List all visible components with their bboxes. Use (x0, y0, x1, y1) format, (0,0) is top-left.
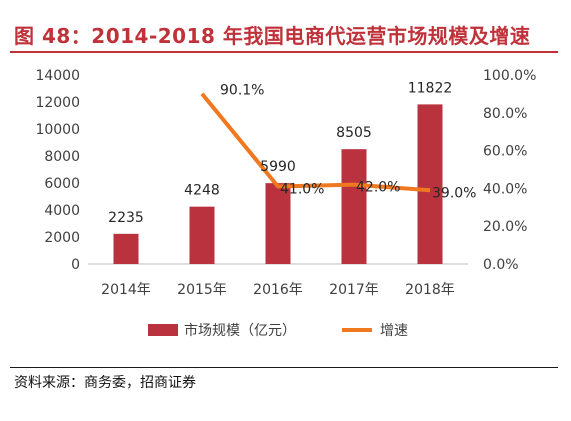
axes: 0 2000 4000 6000 8000 10000 12000 14000 0.0% 20.0… (35, 68, 536, 298)
bar (341, 149, 367, 264)
y-left-tick-label: 2000 (44, 230, 80, 246)
source-note: 资料来源：商务委，招商证券 (14, 375, 196, 391)
growth-line (200, 92, 431, 193)
y-right-tick-label: 80.0% (483, 106, 527, 122)
title-divider (10, 51, 558, 53)
growth-value-label: 39.0% (432, 185, 476, 201)
x-tick-label: 2015年 (177, 282, 227, 298)
x-tick-label: 2017年 (329, 282, 379, 298)
y-right-tick-label: 40.0% (483, 181, 527, 197)
y-right-tick-label: 60.0% (483, 144, 527, 160)
x-tick-label: 2014年 (101, 282, 151, 298)
y-left-tick-label: 12000 (35, 95, 80, 111)
y-left-tick-label: 8000 (44, 149, 80, 165)
bar-value-label: 5990 (260, 159, 296, 175)
y-left-tick-label: 4000 (44, 203, 80, 219)
source-divider (10, 367, 558, 368)
line-series (200, 92, 431, 193)
legend-line-label: 增速 (380, 323, 408, 339)
y-right-tick-label: 100.0% (483, 68, 536, 84)
data-labels: 2235 4248 5990 8505 11822 90.1% 41.0% 42.0% 39.0… (108, 80, 476, 225)
bar (417, 104, 443, 264)
legend: 市场规模（亿元） 增速 (148, 322, 408, 339)
y-left-tick-label: 14000 (35, 68, 80, 84)
y-right-tick-label: 20.0% (483, 219, 527, 235)
legend-bar-swatch (148, 324, 178, 336)
y-right-tick-label: 0.0% (483, 257, 519, 273)
bar (265, 183, 291, 264)
y-left-tick-label: 0 (71, 257, 80, 273)
legend-bar-label: 市场规模（亿元） (184, 322, 296, 339)
bar-value-label: 11822 (408, 80, 453, 96)
y-left-tick-label: 10000 (35, 122, 80, 138)
x-tick-label: 2016年 (253, 282, 303, 298)
bar-value-label: 2235 (108, 210, 144, 226)
bar (113, 233, 139, 264)
bar (189, 206, 215, 264)
bar-series (113, 104, 443, 264)
bar-value-label: 8505 (336, 125, 372, 141)
x-tick-label: 2018年 (405, 282, 455, 298)
growth-value-label: 90.1% (220, 83, 264, 99)
chart-title: 图 48：2014-2018 年我国电商代运营市场规模及增速 (14, 24, 531, 48)
growth-value-label: 41.0% (280, 182, 324, 198)
y-left-tick-label: 6000 (44, 176, 80, 192)
bar-value-label: 4248 (184, 183, 220, 199)
growth-value-label: 42.0% (356, 180, 400, 196)
